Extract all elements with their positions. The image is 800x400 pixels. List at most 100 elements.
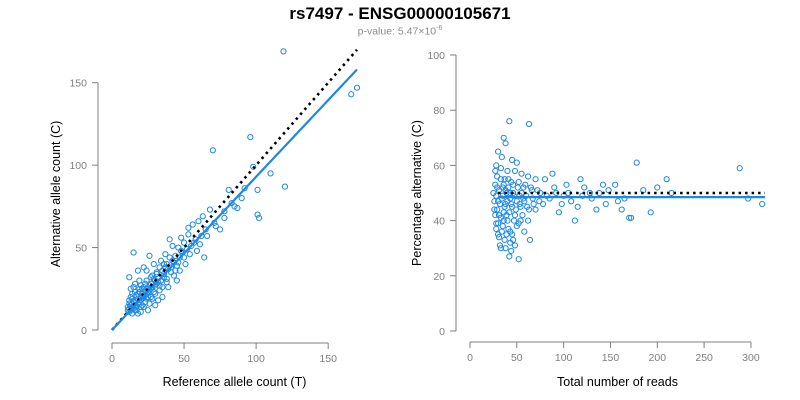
left-x-tick-label: 50 (178, 353, 190, 365)
right-data-point (581, 184, 588, 191)
left-data-point (206, 206, 214, 213)
right-data-point (511, 242, 519, 249)
right-x-tick-label: 100 (555, 352, 573, 364)
left-data-point (348, 91, 355, 98)
right-data-point (515, 256, 522, 263)
left-data-point (129, 295, 136, 302)
chart-title: rs7497 - ENSG00000105671 (289, 4, 511, 23)
left-data-point (180, 239, 188, 246)
left-data-point (254, 186, 261, 193)
right-data-point (496, 242, 504, 249)
right-x-tick-label: 200 (649, 352, 667, 364)
right-data-point (736, 165, 743, 172)
right-x-tick-label: 300 (742, 352, 760, 364)
right-data-point (536, 198, 543, 205)
right-data-point (497, 165, 505, 172)
right-data-point (555, 209, 563, 216)
right-data-point (521, 198, 528, 205)
p-value-text: p-value: 5.47×10 (357, 25, 437, 38)
right-data-point (491, 198, 498, 205)
right-data-point (586, 189, 593, 197)
left-data-point (152, 290, 159, 297)
left-data-point (199, 213, 206, 220)
right-y-tick-label: 40 (433, 216, 445, 228)
right-data-point (530, 200, 537, 208)
left-data-point (189, 221, 196, 228)
left-data-point (144, 293, 152, 301)
left-data-point (134, 267, 142, 274)
left-data-point (139, 285, 146, 292)
left-y-tick-label: 0 (81, 325, 87, 337)
right-data-point (502, 245, 509, 252)
right-data-point (494, 184, 501, 191)
right-data-point (520, 195, 527, 202)
right-data-point (526, 236, 534, 244)
right-data-point (508, 200, 515, 208)
right-data-point (495, 234, 503, 241)
right-data-point (511, 211, 519, 219)
right-data-point (633, 159, 640, 166)
left-data-point (202, 226, 209, 233)
left-data-point (147, 274, 155, 281)
left-data-point (156, 282, 163, 289)
right-data-point (549, 170, 556, 177)
right-data-point (618, 206, 625, 213)
right-data-point (563, 181, 570, 188)
right-data-point (506, 118, 513, 125)
right-data-point (532, 206, 539, 213)
left-y-tick-label: 100 (69, 160, 87, 172)
right-data-point (558, 200, 565, 208)
right-data-point (506, 253, 513, 260)
right-data-point (654, 184, 661, 191)
right-data-point (503, 211, 510, 219)
right-data-point (507, 228, 514, 235)
right-data-point (525, 120, 533, 128)
right-y-tick-label: 80 (433, 105, 445, 117)
right-data-point (647, 209, 654, 216)
left-data-point (254, 211, 261, 218)
right-y-tick-label: 100 (427, 50, 445, 62)
right-data-point (626, 214, 633, 221)
left-data-point (241, 185, 248, 192)
left-data-point (156, 264, 163, 271)
right-data-point (551, 184, 558, 191)
left-y-axis-title: Alternative allele count (C) (49, 121, 63, 268)
left-data-point (159, 293, 166, 301)
left-data-point (144, 307, 152, 314)
right-data-point (571, 217, 578, 224)
left-data-point (143, 295, 150, 302)
left-x-tick-label: 150 (319, 353, 337, 365)
right-data-point (497, 176, 505, 183)
left-data-point (146, 252, 153, 259)
left-data-point (136, 277, 143, 284)
right-data-point (510, 192, 518, 199)
right-data-point (494, 206, 501, 213)
right-data-point (493, 225, 500, 232)
left-data-point (221, 208, 228, 215)
left-data-point (130, 284, 137, 291)
left-data-point (247, 134, 254, 141)
left-data-point (127, 293, 134, 301)
right-data-point (593, 206, 600, 213)
right-data-point (499, 192, 506, 199)
right-data-point (513, 159, 520, 166)
right-y-axis-title: Percentage alternative (C) (410, 120, 424, 266)
right-data-point (577, 176, 584, 183)
right-data-point (515, 178, 522, 186)
right-data-point (519, 211, 526, 219)
left-data-point (212, 223, 219, 230)
right-data-point (517, 217, 524, 224)
left-data-point (162, 251, 169, 258)
right-data-point (518, 170, 525, 177)
right-data-point (512, 206, 519, 213)
right-data-point (494, 231, 502, 238)
right-data-point (491, 206, 498, 213)
left-x-axis-title: Reference allele count (T) (163, 375, 307, 389)
left-data-point (124, 303, 131, 311)
right-x-tick-label: 50 (511, 352, 523, 364)
right-data-point (524, 217, 532, 224)
right-data-point (612, 181, 619, 188)
right-x-tick-label: 150 (602, 352, 620, 364)
right-data-point (588, 195, 595, 202)
left-data-point (143, 267, 150, 274)
